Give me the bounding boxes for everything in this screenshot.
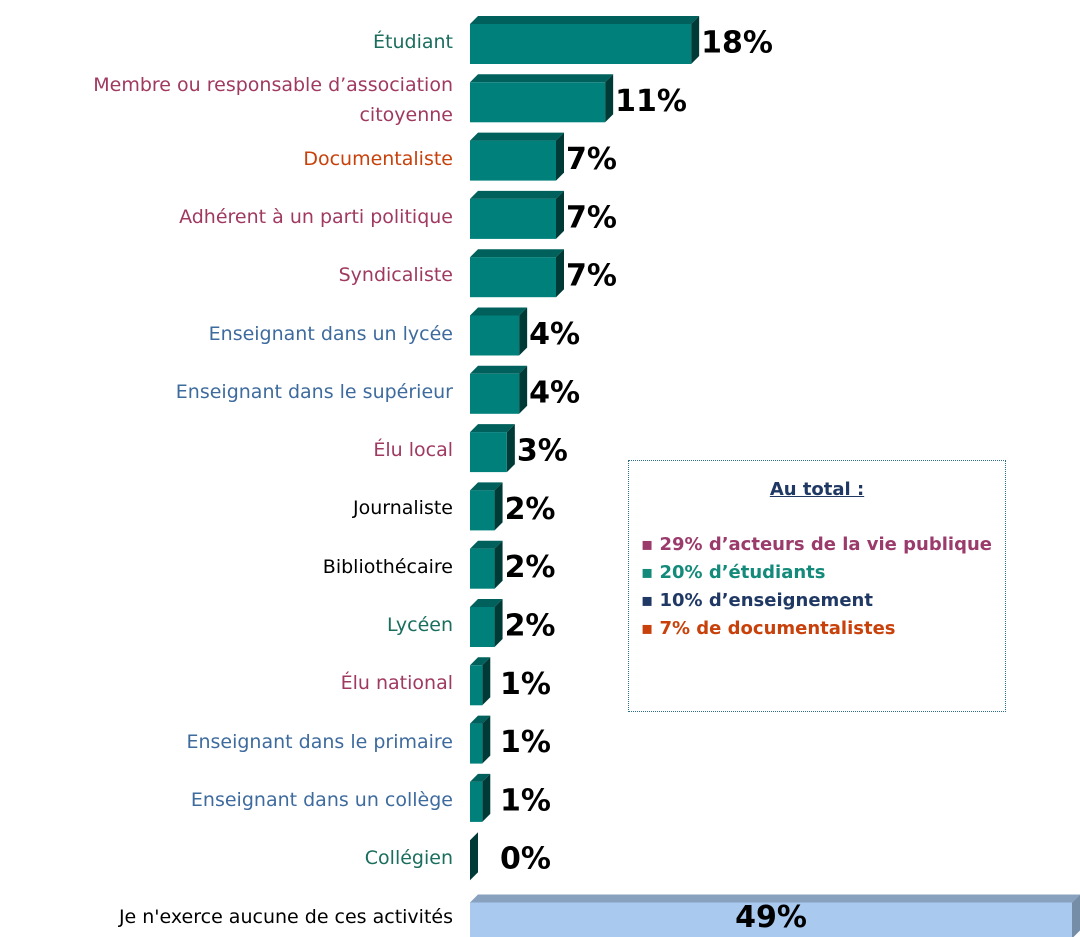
bar xyxy=(470,373,520,414)
bar xyxy=(470,902,1072,937)
bar-top xyxy=(470,482,503,491)
annotation-item: ▪ 7% de documentalistes xyxy=(641,618,896,639)
category-label: Adhérent à un parti politique xyxy=(179,205,453,228)
value-label: 2% xyxy=(505,550,556,585)
value-label: 2% xyxy=(505,492,556,527)
bar-side xyxy=(494,540,503,589)
category-label: Élu national xyxy=(340,672,453,695)
bar-side xyxy=(482,715,491,764)
category-label: Membre ou responsable d’association cito… xyxy=(93,74,453,127)
bar-side xyxy=(482,657,491,706)
bar-top xyxy=(470,599,503,607)
category-label: Journaliste xyxy=(352,497,453,520)
annotation-box: Au total : ▪ 29% d’acteurs de la vie pub… xyxy=(628,460,1006,712)
bar-top xyxy=(470,16,700,24)
value-label: 4% xyxy=(529,317,580,352)
bar xyxy=(470,548,495,589)
bar-top xyxy=(470,190,564,199)
value-label: 2% xyxy=(505,609,556,644)
category-label: Collégien xyxy=(364,847,453,870)
bar-top xyxy=(470,540,503,549)
bar xyxy=(470,257,556,298)
bar xyxy=(470,607,495,647)
annotation-item: ▪ 29% d’acteurs de la vie publique xyxy=(641,534,992,555)
category-label: Enseignant dans un collège xyxy=(190,788,453,811)
bar xyxy=(470,82,606,123)
category-label: Élu local xyxy=(373,439,453,462)
bar-top xyxy=(470,74,614,83)
bar-side xyxy=(470,832,478,881)
value-label: 1% xyxy=(500,667,551,702)
value-label: 18% xyxy=(701,26,773,61)
bar-side xyxy=(556,190,564,239)
bar-side xyxy=(494,599,503,647)
value-label: 3% xyxy=(517,434,568,469)
bar-top xyxy=(470,894,1080,903)
category-label: Enseignant dans le primaire xyxy=(186,730,453,753)
annotation-title: Au total : xyxy=(769,479,865,500)
bar-top xyxy=(470,424,515,433)
category-label: Documentaliste xyxy=(303,147,453,170)
bar-top xyxy=(470,249,564,258)
category-label: Bibliothécaire xyxy=(322,555,453,578)
bar-top xyxy=(470,715,491,724)
category-label: Étudiant xyxy=(373,31,453,53)
value-label: 1% xyxy=(500,725,551,760)
bar-side xyxy=(519,365,528,414)
bar-side xyxy=(506,424,515,473)
bar xyxy=(470,140,556,181)
bar-top xyxy=(470,365,528,374)
bar-top xyxy=(470,657,491,666)
value-label: 7% xyxy=(566,142,617,177)
bar-side xyxy=(605,74,614,123)
bar-top xyxy=(470,132,564,141)
category-label: Lycéen xyxy=(387,614,453,636)
bar xyxy=(470,665,483,706)
bar-top xyxy=(470,307,528,316)
value-label: 11% xyxy=(615,84,687,119)
bar-side xyxy=(482,773,491,822)
bar-side xyxy=(691,16,700,64)
category-label: Enseignant dans le supérieur xyxy=(175,380,453,403)
bar xyxy=(470,781,483,822)
bar-top xyxy=(470,773,491,782)
value-label: 7% xyxy=(566,200,617,235)
bar xyxy=(470,24,692,64)
value-label: 49% xyxy=(735,900,807,935)
bar xyxy=(470,490,495,531)
category-label: Syndicaliste xyxy=(338,264,453,287)
category-label: Je n'exerce aucune de ces activités xyxy=(118,905,453,928)
bar-side xyxy=(519,307,528,356)
annotation-item: ▪ 20% d’étudiants xyxy=(641,562,826,583)
bar xyxy=(470,198,556,239)
value-label: 0% xyxy=(500,842,551,877)
value-label: 4% xyxy=(529,375,580,410)
bar xyxy=(470,315,520,356)
bar xyxy=(470,723,483,764)
value-label: 7% xyxy=(566,259,617,294)
bar xyxy=(470,432,507,473)
bar-side xyxy=(1072,894,1080,937)
bar-side xyxy=(494,482,503,531)
bar-side xyxy=(556,132,564,181)
category-label: Enseignant dans un lycée xyxy=(208,322,453,345)
annotation-item: ▪ 10% d’enseignement xyxy=(641,590,873,611)
value-label: 1% xyxy=(500,783,551,818)
bar-side xyxy=(556,249,564,298)
